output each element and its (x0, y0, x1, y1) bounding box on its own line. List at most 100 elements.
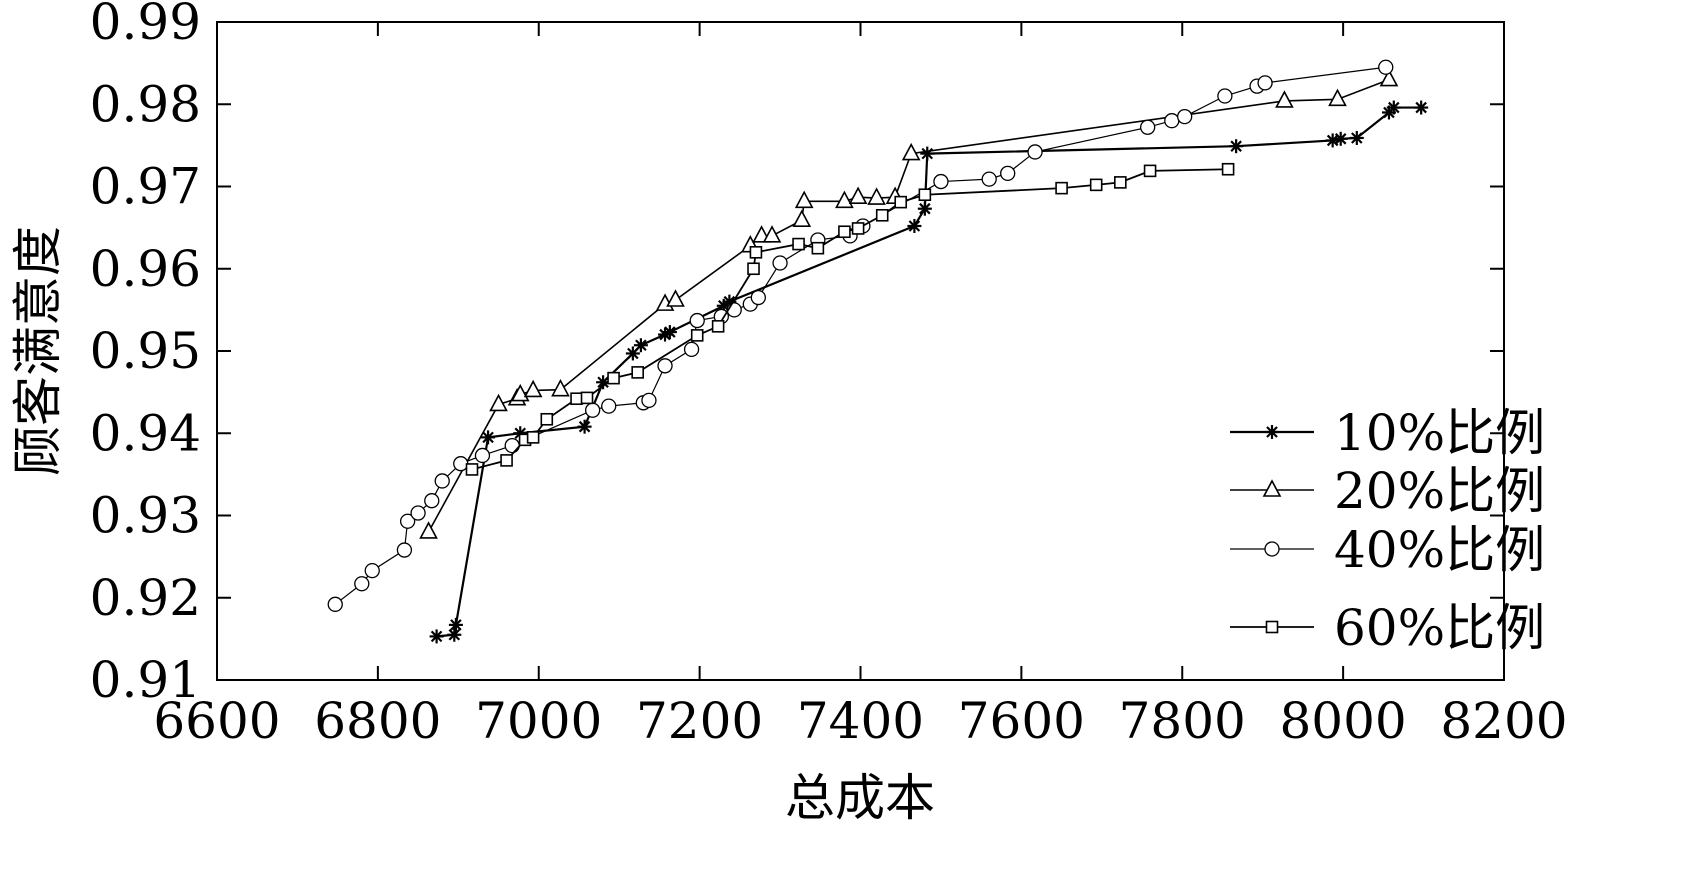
plot-frame (216, 21, 1505, 681)
square-marker (631, 366, 644, 379)
circle-marker (396, 542, 413, 558)
circle-marker (641, 392, 657, 409)
square-marker (749, 246, 763, 259)
y-tick-label: 0.92 (90, 569, 201, 627)
x-tick-label: 7000 (475, 692, 602, 750)
circle-marker (399, 513, 416, 529)
circle-marker (726, 302, 742, 318)
star-marker (481, 430, 496, 445)
y-tick-label: 0.97 (90, 158, 201, 216)
square-marker (918, 188, 932, 202)
y-tick-label: 0.96 (90, 240, 201, 298)
star-stroke (908, 220, 921, 232)
square-marker (570, 392, 583, 406)
triangle-marker (762, 225, 782, 243)
x-tick-label: 7400 (797, 692, 924, 750)
square-marker (540, 412, 554, 426)
circle-marker (504, 437, 520, 454)
axis-ticks: 6600 6800 7000 7200 7400 7600 7800 8000 8200 0.91… (90, 0, 1568, 750)
star-marker (1386, 100, 1401, 115)
series-1 (429, 100, 1429, 644)
square-marker (580, 391, 594, 405)
circle-marker (1378, 59, 1394, 75)
square-marker (851, 222, 865, 235)
circle-marker (1140, 119, 1156, 135)
circle-marker (1027, 144, 1043, 160)
legend-label: 60%比例 (1334, 599, 1545, 657)
star-stroke (1351, 132, 1363, 144)
legend-label: 20%比例 (1334, 462, 1545, 520)
circle-marker (772, 255, 788, 271)
circle-marker (354, 576, 370, 592)
triangle-marker (1262, 479, 1282, 497)
x-tick-label: 6800 (314, 692, 441, 750)
star-stroke (1230, 140, 1242, 152)
star-marker (633, 338, 648, 353)
y-axis-title: 顾客满意度 (9, 226, 67, 476)
square-marker (838, 225, 851, 239)
square-marker (1265, 620, 1279, 634)
triangle-marker (848, 186, 868, 204)
circle-marker (453, 456, 469, 472)
star-stroke (635, 339, 647, 352)
circle-marker (1164, 113, 1180, 129)
star-stroke (450, 619, 462, 631)
data-series (327, 59, 1429, 644)
triangle-marker (523, 379, 543, 398)
y-tick-label: 0.95 (90, 322, 201, 380)
square-marker (465, 463, 479, 476)
square-marker (1221, 162, 1235, 176)
x-tick-label: 8000 (1280, 692, 1407, 750)
y-tick-label: 0.91 (90, 651, 201, 709)
triangle-marker (792, 209, 812, 228)
x-tick-label: 8200 (1440, 692, 1567, 750)
circle-marker (683, 341, 700, 358)
square-marker (792, 237, 805, 251)
square-marker (747, 262, 760, 276)
star-marker (448, 617, 463, 632)
star-stroke (597, 376, 609, 389)
star-marker (907, 218, 922, 233)
circle-marker (1000, 165, 1016, 181)
star-marker (625, 346, 640, 361)
triangle-marker (1328, 88, 1347, 107)
circle-marker (657, 358, 673, 374)
star-stroke (448, 628, 461, 641)
circle-marker (689, 312, 705, 329)
star-stroke (482, 431, 494, 444)
star-stroke (919, 202, 931, 215)
circle-marker (1177, 108, 1193, 125)
y-tick-label: 0.99 (90, 0, 201, 51)
square-marker (894, 195, 908, 209)
circle-marker (933, 173, 949, 190)
circle-marker (981, 171, 997, 187)
star-marker (577, 419, 592, 434)
square-marker (526, 431, 540, 444)
star-stroke (514, 427, 527, 440)
star-stroke (578, 420, 591, 433)
star-marker (1265, 425, 1279, 439)
star-marker (1229, 139, 1244, 154)
star-marker (917, 201, 932, 216)
circle-marker (474, 447, 491, 464)
legend-label: 40%比例 (1334, 521, 1545, 579)
star-stroke (1266, 426, 1278, 438)
square-marker (1055, 181, 1068, 195)
x-tick-label: 7200 (636, 692, 763, 750)
square-marker (500, 454, 513, 467)
triangle-marker (835, 190, 854, 209)
square-marker (690, 329, 704, 342)
y-tick-label: 0.98 (90, 75, 201, 133)
triangle-marker (489, 393, 508, 412)
triangle-marker (1379, 68, 1399, 87)
legend-label: 10%比例 (1334, 404, 1545, 462)
square-marker (607, 371, 620, 385)
star-marker (920, 146, 935, 161)
triangle-marker (419, 521, 438, 539)
circle-marker (1217, 88, 1233, 104)
circle-marker (750, 289, 766, 306)
series-line (334, 66, 1386, 605)
y-tick-label: 0.94 (90, 404, 201, 462)
